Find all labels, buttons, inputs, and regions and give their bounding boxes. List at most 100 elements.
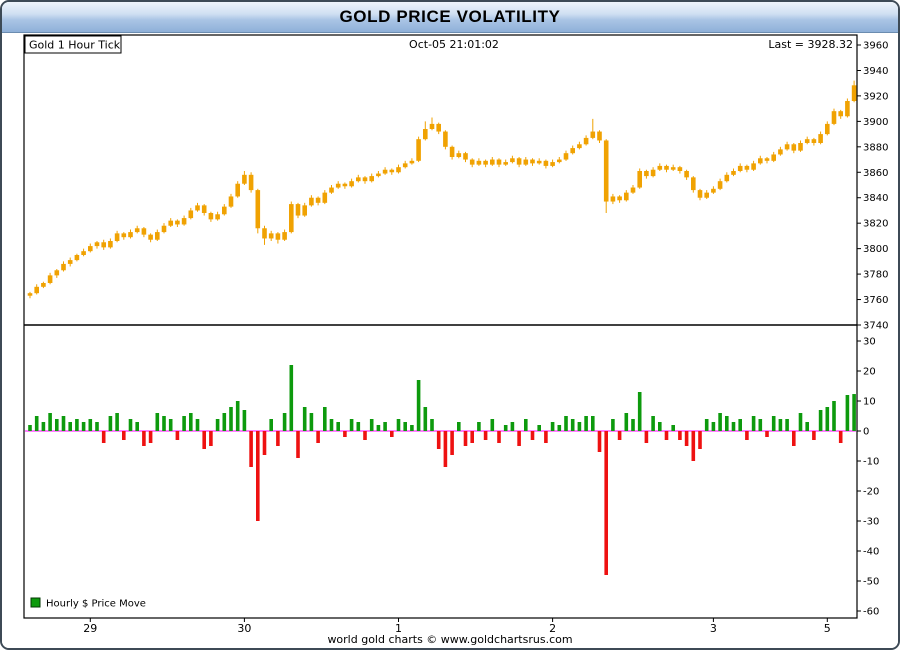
candle-body (429, 123, 435, 129)
move-bar (577, 422, 582, 431)
series-label-box (24, 35, 122, 54)
y-axis-label: -30 (863, 517, 879, 528)
candle-body (382, 169, 388, 174)
candle-body (248, 174, 254, 191)
candle-body (268, 233, 274, 239)
candle-body (804, 139, 810, 143)
candle-body (255, 190, 261, 229)
candle-body (181, 218, 187, 225)
move-bar (202, 431, 206, 449)
candle-body (436, 123, 441, 132)
candle-body (691, 177, 696, 191)
move-bar (316, 431, 320, 443)
move-bar (189, 413, 193, 431)
candle-body (490, 159, 495, 165)
candle-body (188, 210, 194, 219)
move-bar (68, 422, 72, 431)
move-bar (477, 422, 481, 431)
move-bar (510, 422, 515, 431)
move-bar (329, 419, 334, 431)
move-bar (544, 431, 548, 443)
candle-body (617, 196, 622, 201)
move-bar (684, 431, 689, 446)
move-bar (778, 419, 783, 431)
move-bar (416, 380, 421, 431)
y-axis-label: 30 (863, 337, 876, 348)
move-bar (376, 425, 381, 431)
y-axis-label: -60 (863, 607, 879, 618)
candle-body (717, 181, 723, 189)
candle-body (54, 270, 60, 276)
move-bar (296, 431, 300, 458)
y-axis-label: 3920 (863, 91, 888, 102)
candle-body (831, 111, 837, 124)
candle-body (724, 174, 730, 182)
move-bar (711, 422, 716, 431)
move-bar (108, 416, 113, 431)
move-bar (731, 422, 736, 431)
move-bar (309, 413, 314, 431)
candle-body (603, 140, 609, 202)
candle-body (34, 286, 39, 294)
candle-body (758, 158, 763, 164)
move-bar (369, 419, 374, 431)
y-axis-label: 10 (863, 397, 876, 408)
move-bar (678, 431, 682, 440)
candle-body (389, 169, 395, 173)
move-bar (396, 419, 401, 431)
x-axis-label: 5 (824, 622, 831, 635)
y-axis-label: 3960 (863, 41, 888, 52)
move-bar (242, 410, 247, 431)
candle-body (108, 241, 113, 248)
move-bar (718, 413, 722, 431)
candle-body (657, 165, 663, 170)
candle-body (449, 146, 455, 157)
move-bar (142, 431, 146, 446)
candle-body (677, 167, 683, 171)
legend-swatch (30, 597, 41, 608)
move-bar (48, 413, 52, 431)
candle-body (523, 159, 529, 165)
candle-body (838, 111, 843, 117)
move-bar (302, 407, 307, 431)
candle-body (483, 160, 488, 165)
move-bar (537, 425, 541, 431)
move-bar (81, 422, 86, 431)
x-axis-label: 3 (710, 622, 717, 635)
chart-timestamp: Oct-05 21:01:02 (409, 38, 499, 51)
candle-body (175, 220, 180, 225)
candle-body (744, 165, 750, 170)
candle-body (778, 149, 783, 155)
move-bar (751, 416, 756, 431)
move-bar (758, 419, 763, 431)
title-bar[interactable]: GOLD PRICE VOLATILITY (2, 2, 898, 33)
candle-body (322, 192, 328, 203)
legend-label: Hourly $ Price Move (46, 599, 146, 610)
move-bar (128, 419, 133, 431)
y-axis-label: 3780 (863, 270, 888, 281)
candle-body (583, 137, 589, 145)
move-bar (832, 401, 836, 431)
move-bar (624, 413, 629, 431)
move-bar (604, 431, 608, 575)
series-label: Gold 1 Hour Tick (29, 39, 121, 52)
candle-body (402, 163, 408, 168)
candle-body (302, 205, 307, 216)
candle-body (121, 233, 127, 238)
move-bar (825, 407, 830, 431)
move-bar (792, 431, 796, 446)
y-axis-label: 3760 (863, 295, 888, 306)
candle-body (228, 196, 234, 207)
candle-body (356, 177, 361, 182)
candle-body (825, 123, 830, 135)
candle-body (342, 183, 348, 187)
footer-credit: world gold charts © www.goldchartsrus.co… (327, 633, 572, 646)
candle-body (630, 187, 636, 193)
move-bar (664, 431, 669, 440)
move-bar (591, 416, 595, 431)
move-bar (41, 422, 46, 431)
candle-body (610, 196, 616, 202)
chart-area: 3960 3940 3920 3900 3880 3860 3840 3820 3800 3780… (2, 33, 898, 648)
candle-body (242, 174, 247, 184)
move-bar (698, 431, 702, 449)
